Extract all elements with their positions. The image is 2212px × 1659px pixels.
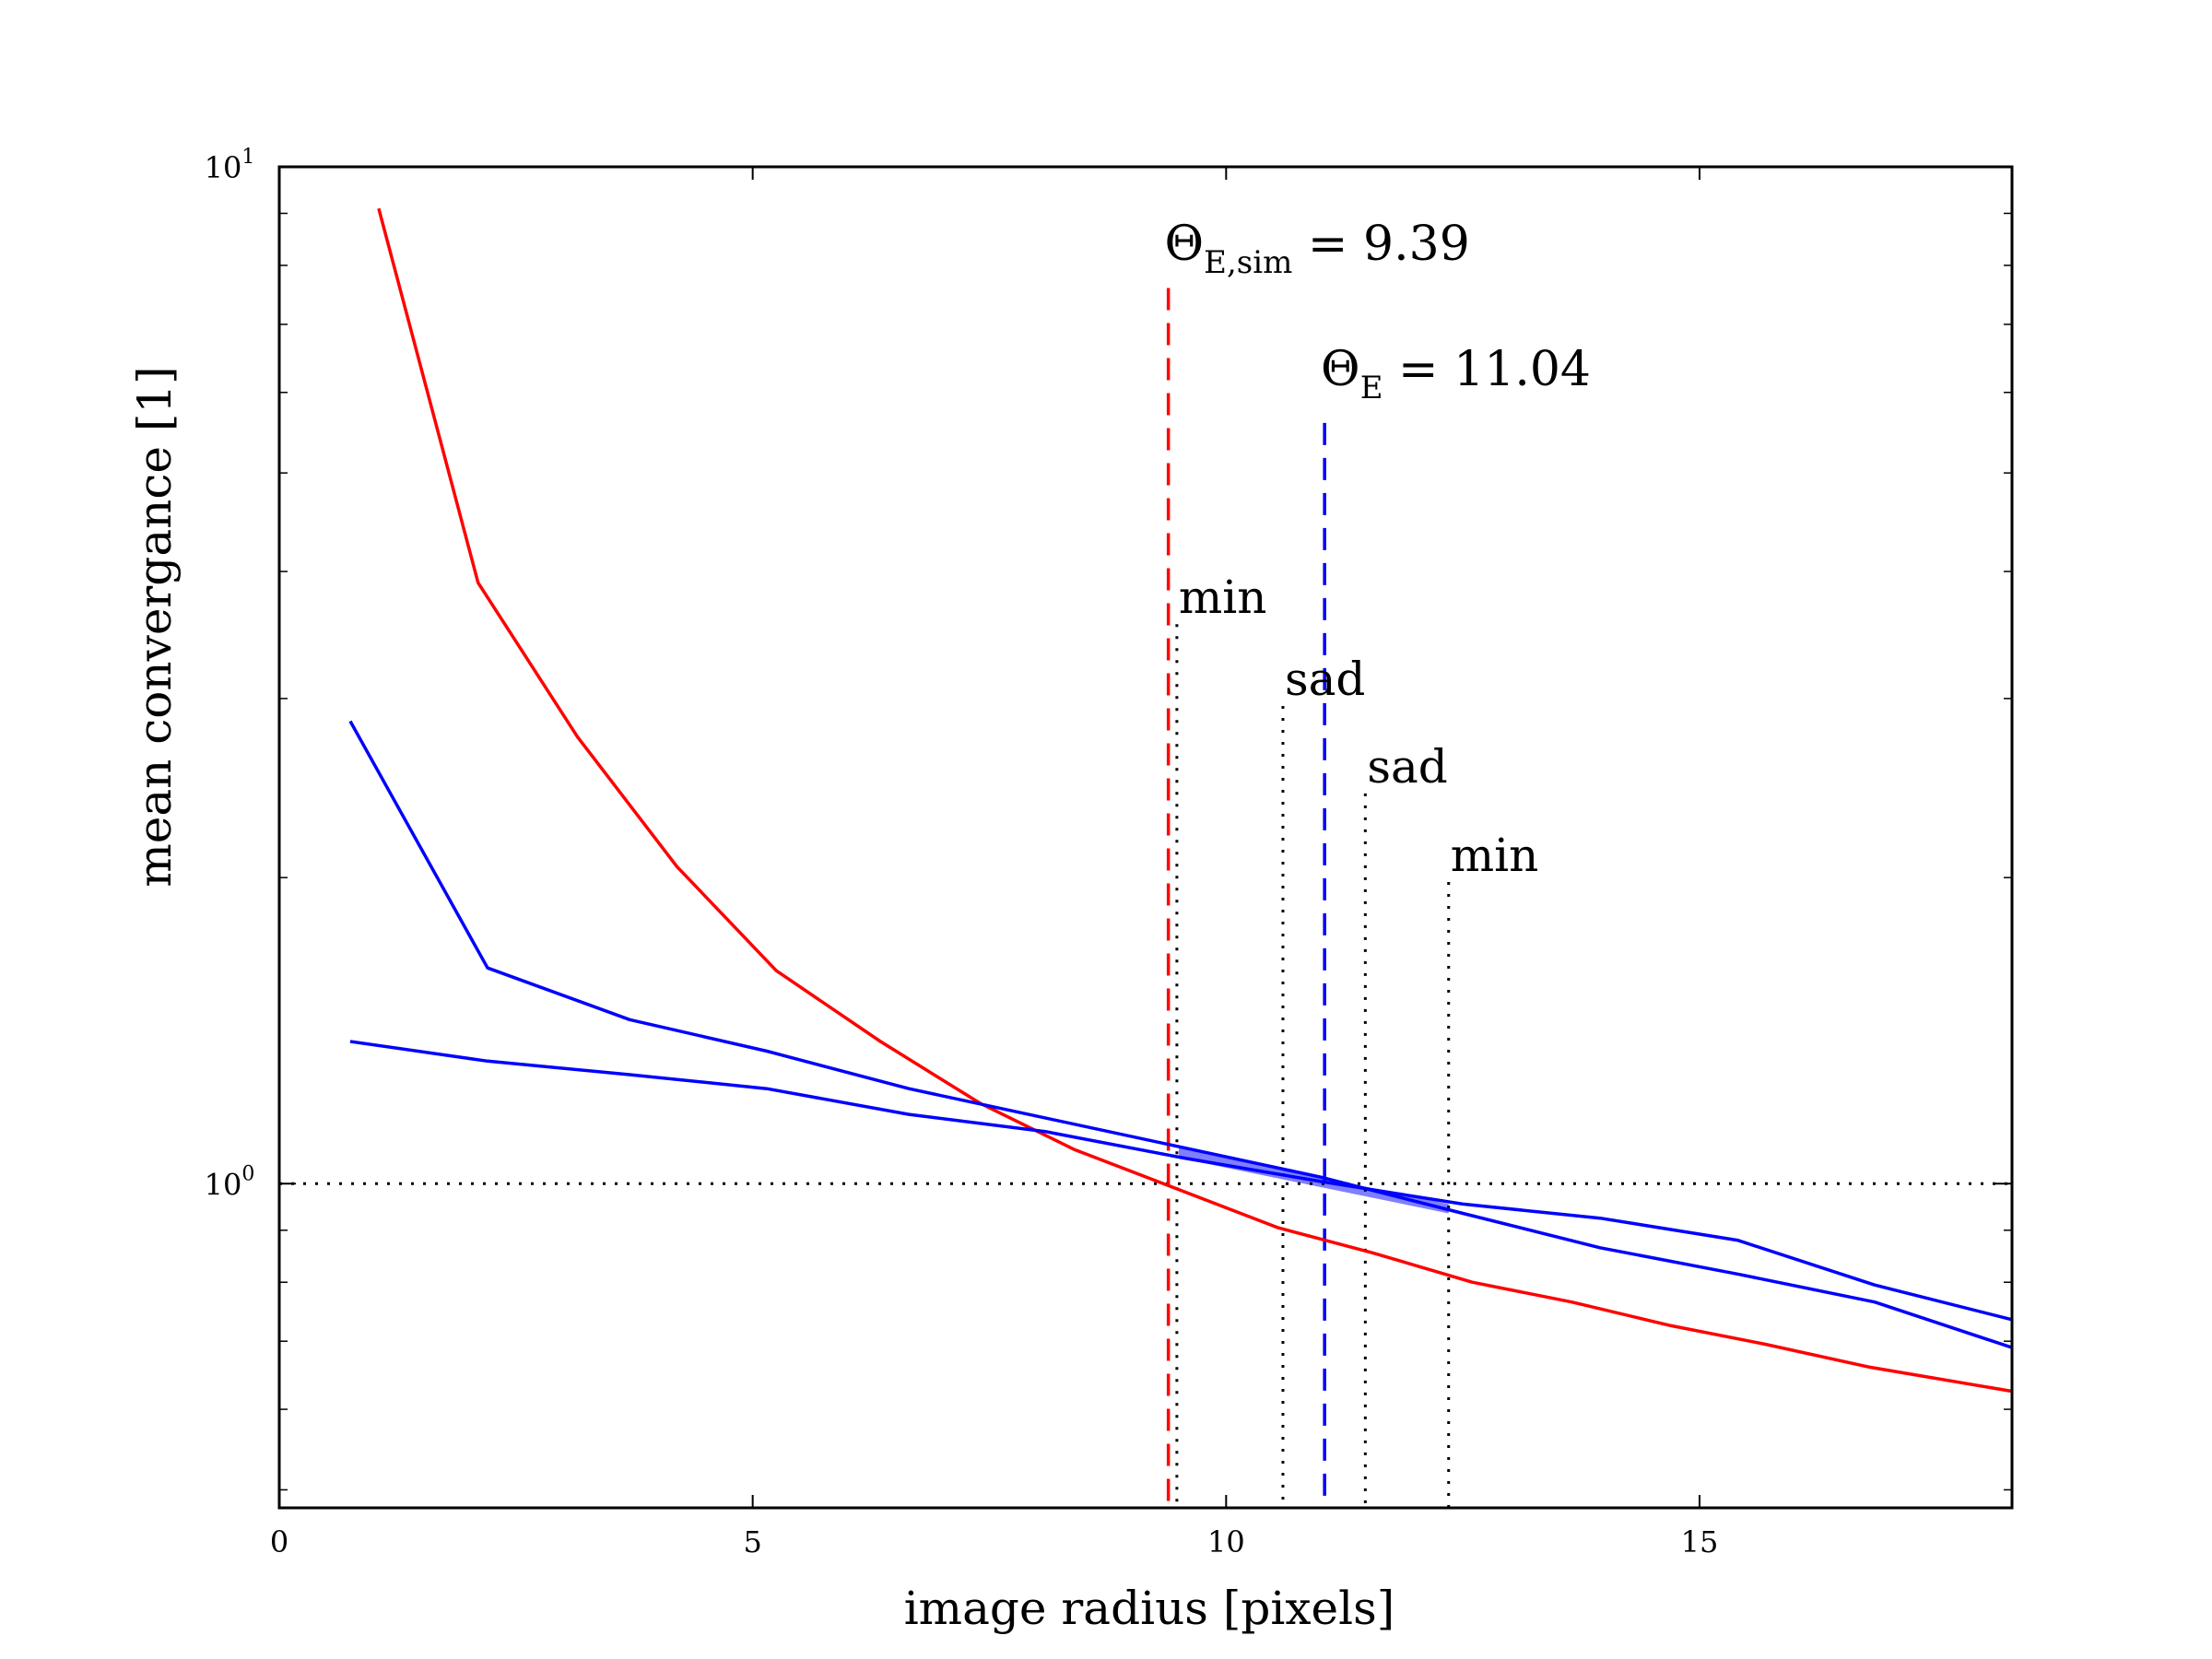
theta-symbol-0: Θ	[1165, 217, 1205, 272]
vline-label-4: sad	[1367, 740, 1447, 794]
theta-subscript-0: E,sim	[1204, 244, 1292, 281]
x-tick-label-3: 15	[1681, 1524, 1719, 1559]
y-tick-label-1: 101	[205, 146, 255, 185]
x-tick-label-0: 0	[270, 1524, 288, 1559]
theta-value-0: = 9.39	[1292, 217, 1469, 272]
theta-symbol-1: Θ	[1321, 342, 1360, 397]
theta-subscript-1: E	[1360, 370, 1383, 406]
vline-label-5: min	[1451, 829, 1539, 882]
y-tick-exponent-1: 1	[241, 146, 254, 169]
y-tick-exponent-0: 0	[241, 1162, 254, 1185]
y-axis-title: mean convergance [1]	[128, 366, 182, 887]
theta-annotation-1: ΘE = 11.04	[1321, 342, 1591, 406]
theta-value-1: = 11.04	[1383, 342, 1592, 397]
series-line-0	[377, 207, 2012, 1394]
series-line-2	[349, 1040, 2012, 1322]
x-tick-label-2: 10	[1207, 1524, 1245, 1559]
plot-content	[279, 207, 2012, 1508]
plot-frame	[277, 165, 2014, 1510]
theta-annotation-0: ΘE,sim = 9.39	[1165, 217, 1470, 281]
vline-label-3: sad	[1285, 653, 1365, 706]
vline-label-2: min	[1179, 571, 1267, 624]
series-line-1	[348, 720, 2012, 1349]
x-axis-title: image radius [pixels]	[904, 1582, 1395, 1635]
x-tick-label-1: 5	[743, 1524, 761, 1559]
